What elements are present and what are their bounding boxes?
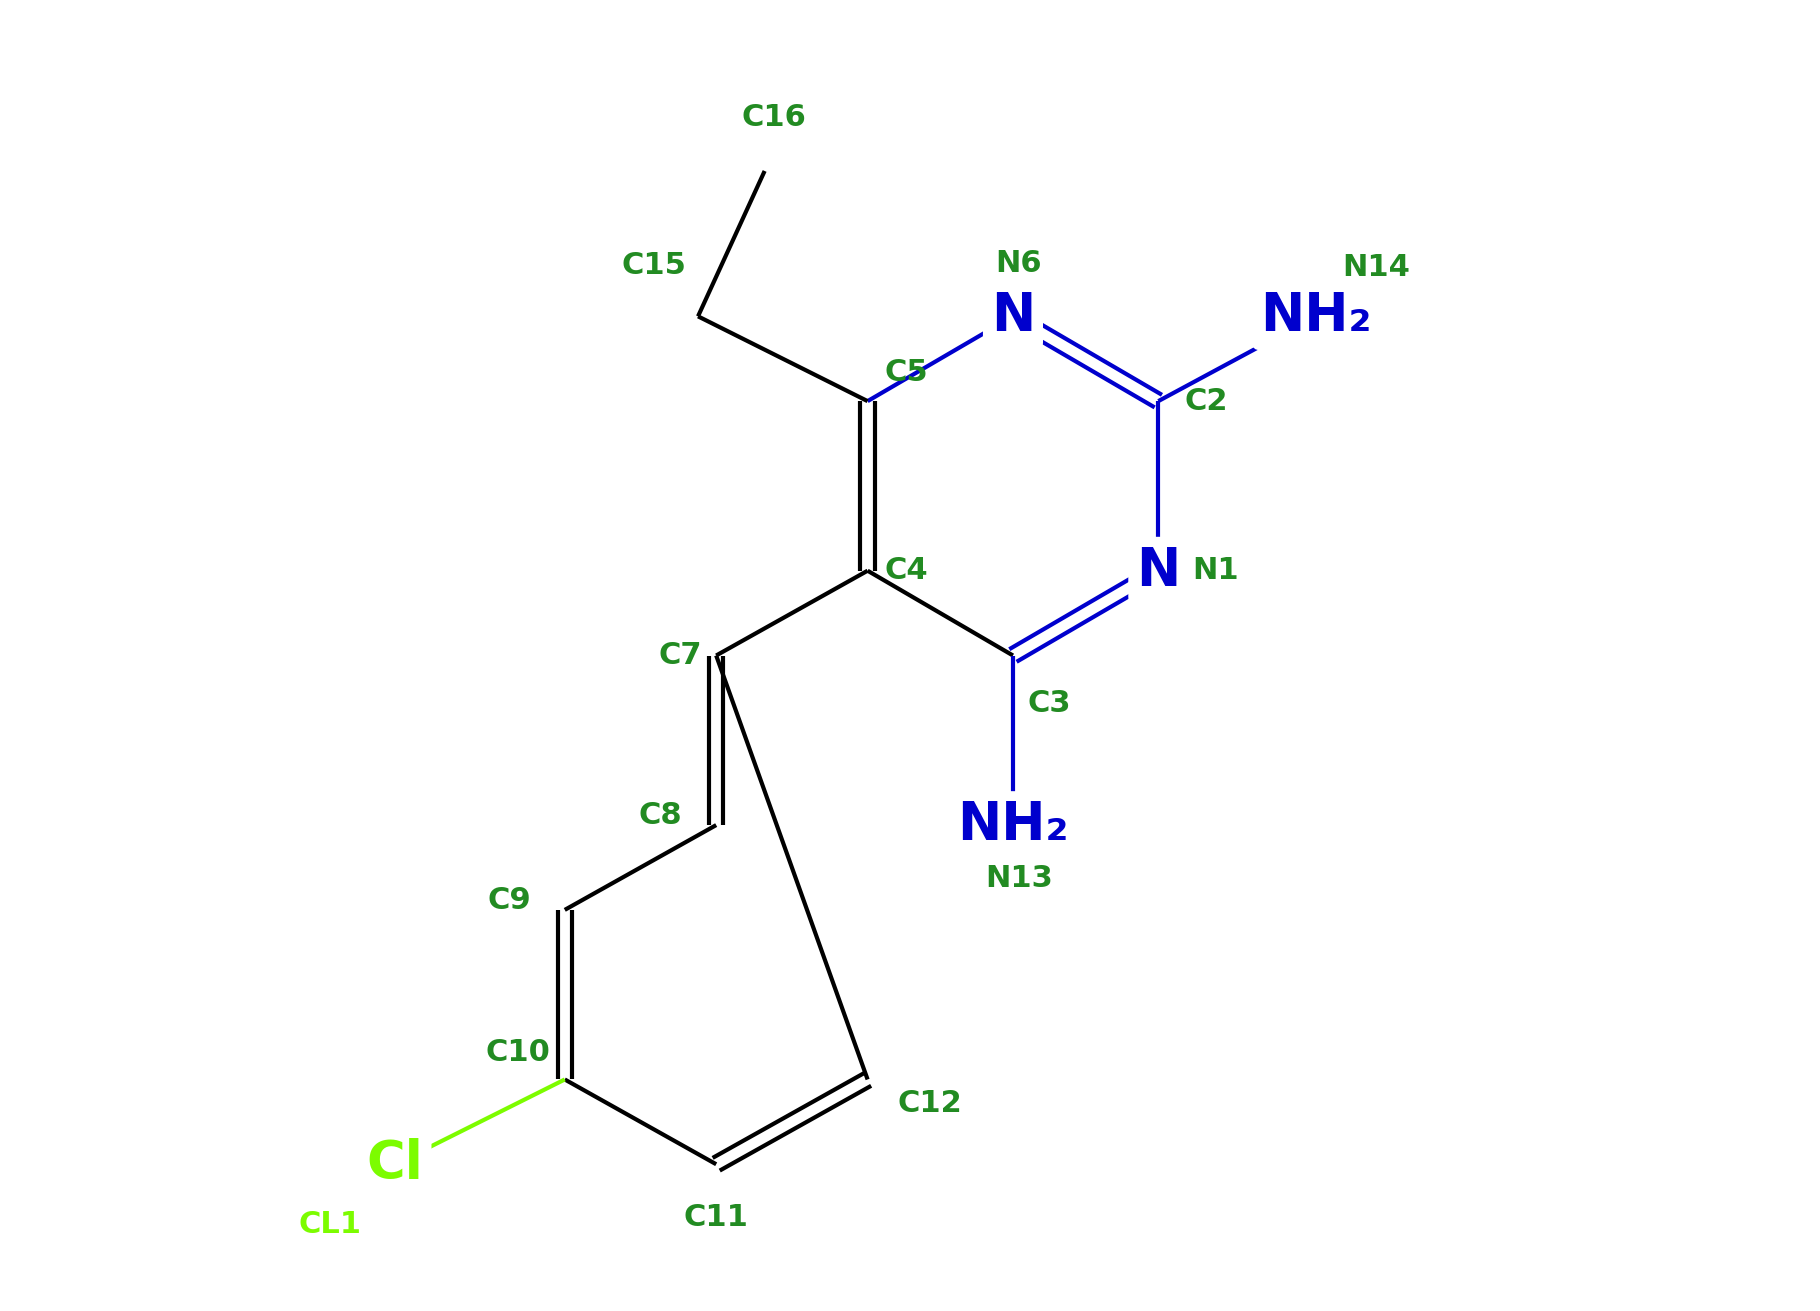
Text: NH₂: NH₂ bbox=[957, 800, 1068, 851]
Text: NH₂: NH₂ bbox=[1259, 290, 1372, 342]
Text: N: N bbox=[990, 290, 1036, 342]
Text: NH₂: NH₂ bbox=[1259, 290, 1372, 342]
Text: C12: C12 bbox=[897, 1089, 963, 1118]
Text: Cl: Cl bbox=[368, 1138, 424, 1190]
Text: C9: C9 bbox=[488, 886, 531, 915]
Text: C11: C11 bbox=[684, 1203, 748, 1232]
Text: Cl: Cl bbox=[368, 1138, 424, 1190]
Text: C3: C3 bbox=[1028, 690, 1070, 718]
Text: C10: C10 bbox=[486, 1038, 550, 1067]
Text: CL1: CL1 bbox=[298, 1210, 362, 1239]
Text: N13: N13 bbox=[985, 864, 1054, 893]
Text: N1: N1 bbox=[1192, 556, 1239, 585]
Text: N: N bbox=[1136, 544, 1181, 597]
Text: C16: C16 bbox=[743, 104, 806, 132]
Text: NH₂: NH₂ bbox=[957, 800, 1068, 851]
Text: C8: C8 bbox=[639, 801, 682, 830]
Text: C5: C5 bbox=[885, 358, 928, 387]
Text: N6: N6 bbox=[996, 249, 1043, 278]
Text: C15: C15 bbox=[621, 250, 686, 281]
Text: N: N bbox=[990, 290, 1036, 342]
Text: N: N bbox=[1136, 544, 1181, 597]
Text: N14: N14 bbox=[1343, 253, 1411, 282]
Text: C2: C2 bbox=[1185, 387, 1228, 416]
Text: C7: C7 bbox=[659, 641, 703, 670]
Text: C4: C4 bbox=[885, 556, 928, 585]
